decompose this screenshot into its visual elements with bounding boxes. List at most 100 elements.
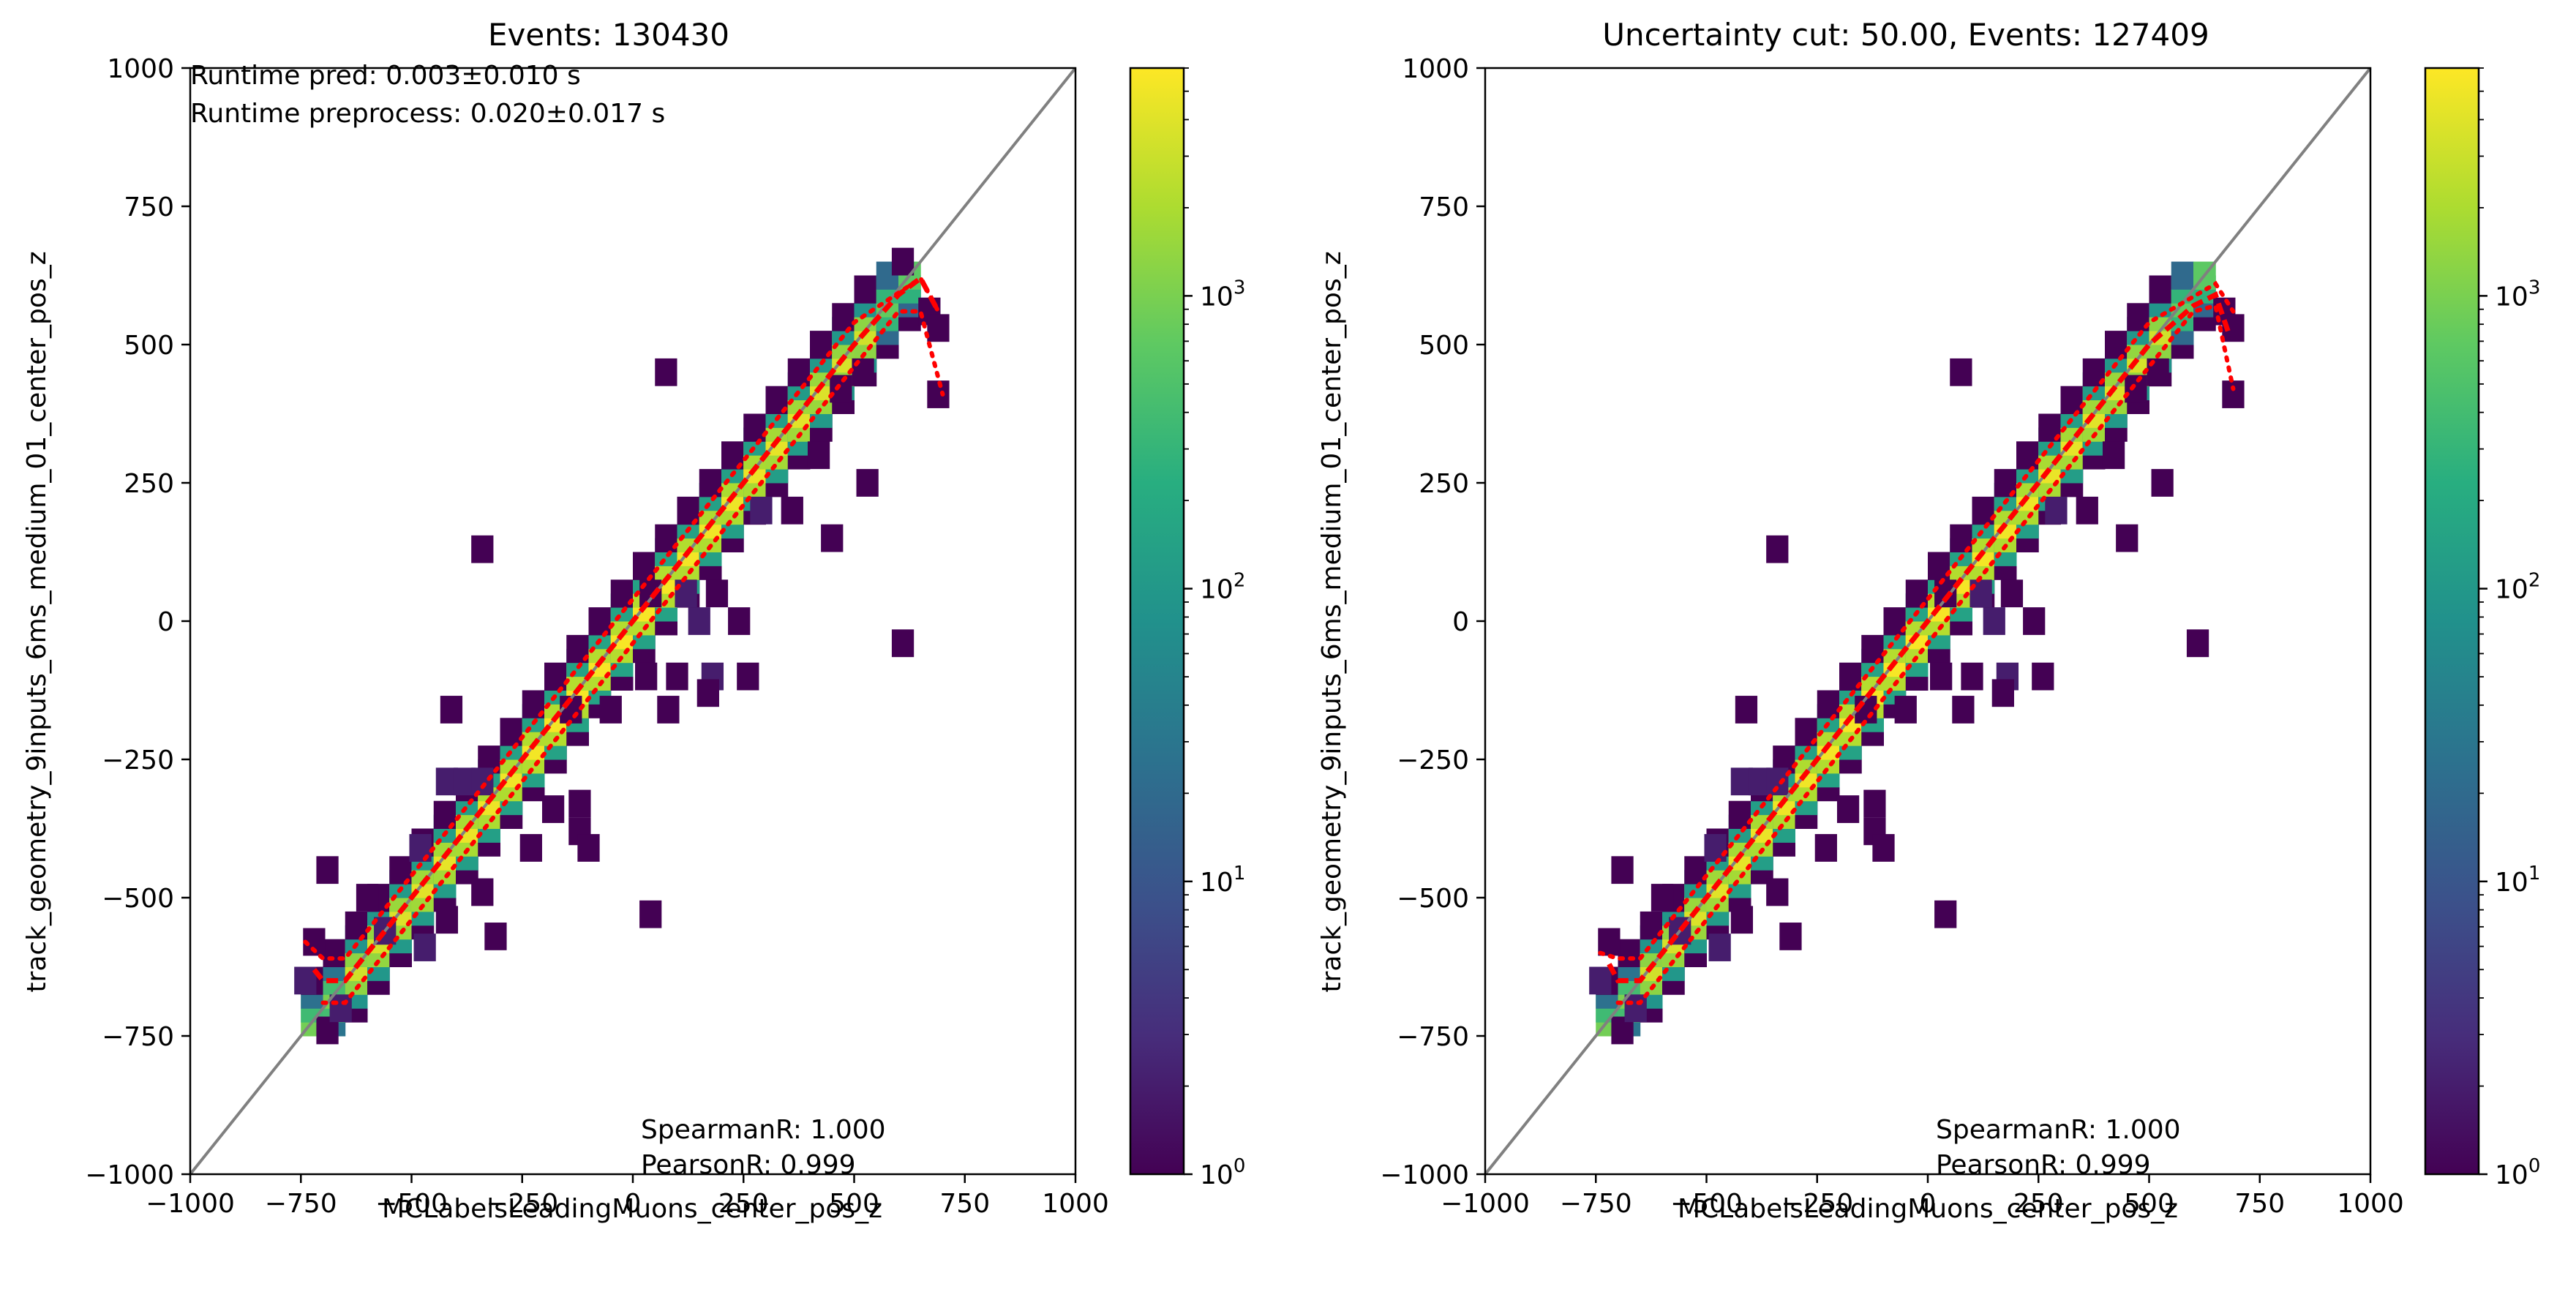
x-tick-label: 1000 [2337,1189,2404,1219]
outlier-bin [737,662,759,691]
y-tick-label: 0 [157,607,174,637]
outlier-bin [1836,795,1860,823]
left-annotation-runtime-preprocess: Runtime preprocess: 0.020±0.017 s [190,99,665,129]
heatmap-bin [1728,800,1751,829]
right-annotation-pearson: PearsonR: 0.999 [1936,1150,2151,1180]
outlier-bin [666,662,688,691]
outlier-bin [316,856,339,885]
outlier-bin [750,496,773,525]
x-tick-label: −750 [1560,1189,1632,1219]
outlier-bin [2222,380,2245,408]
right-y-axis-label: track_geometry_9inputs_6ms_medium_01_cen… [1317,251,1347,992]
outlier-bin [356,884,379,912]
outlier-bin [728,607,751,635]
y-tick-label: −750 [102,1022,174,1052]
heatmap-bin [1972,496,1995,525]
outlier-bin [705,579,729,608]
outlier-bin [1704,834,1727,862]
outlier-bin [657,696,680,724]
colorbar-tick-label: 101 [2495,863,2540,898]
heatmap-bin [854,275,877,304]
outlier-bin [471,535,494,563]
outlier-bin [639,900,662,928]
outlier-bin [1991,679,2014,707]
outlier-bin [1983,607,2005,635]
outlier-bin [1766,878,1789,906]
colorbar-tick-label: 101 [1200,863,1245,898]
heatmap-bin [323,939,346,967]
outlier-bin [413,934,436,961]
outlier-bin [1730,906,1754,934]
outlier-bin [471,878,494,906]
outlier-bin [655,358,677,386]
x-tick-label: 500 [2124,1189,2174,1219]
heatmap-bin [2016,441,2039,470]
outlier-bin [635,662,658,691]
heatmap-bin [787,358,811,387]
y-tick-label: 750 [124,192,174,222]
x-tick-label: −750 [265,1189,337,1219]
y-tick-label: 0 [1452,607,1469,637]
colorbar-tick-label: 103 [1200,277,1245,312]
colorbar-tick-label: 102 [2495,570,2540,605]
outlier-bin [2032,662,2054,691]
outlier-bin [2151,469,2174,497]
left-median-curve [312,274,941,983]
x-tick-label: −250 [1781,1189,1853,1219]
outlier-bin [688,607,710,635]
right-median-curve [1607,291,2231,983]
right-chart-title: Uncertainty cut: 50.00, Events: 127409 [1602,17,2209,53]
heatmap-bin [2171,261,2194,290]
outlier-bin [821,524,844,552]
outlier-bin [440,696,463,724]
heatmap-bin [2149,275,2172,304]
outlier-bin [1894,696,1917,724]
heatmap-bin [2060,386,2084,414]
outlier-bin [1735,696,1758,724]
colorbar-tick-label: 103 [2495,277,2540,312]
left-upper-quantile-curve [303,274,941,961]
y-tick-label: −1000 [85,1160,174,1190]
outlier-bin [1863,789,1886,818]
x-tick-label: −500 [1670,1189,1743,1219]
outlier-bin [1934,900,1957,928]
heatmap-bin [500,718,523,746]
outlier-bin [891,247,915,276]
x-tick-label: −1000 [146,1189,235,1219]
outlier-bin [891,629,915,658]
x-tick-label: 0 [1920,1189,1937,1219]
outlier-bin [1598,928,1621,956]
left-x-axis-label: MCLabelsLeadingMuons_center_pos_z [382,1194,882,1224]
outlier-bin [2102,441,2125,470]
y-tick-label: −250 [102,745,174,775]
x-tick-label: 750 [2234,1189,2285,1219]
y-tick-label: 1000 [107,54,174,84]
right-panel: Uncertainty cut: 50.00, Events: 127409 S… [1317,17,2540,1224]
left-annotation-spearman: SpearmanR: 1.000 [641,1115,886,1145]
y-tick-label: 1000 [1402,54,1469,84]
outlier-bin [2000,579,2024,608]
outlier-bin [1589,966,1612,995]
x-tick-label: 1000 [1042,1189,1109,1219]
x-tick-label: −1000 [1441,1189,1530,1219]
colorbar-tick-label: 100 [2495,1155,2540,1190]
outlier-bin [1961,662,1983,691]
outlier-bin [484,923,507,950]
outlier-bin [807,441,830,470]
right-x-axis-label: MCLabelsLeadingMuons_center_pos_z [1678,1194,2178,1224]
outlier-bin [1930,662,1953,691]
outlier-bin [568,789,591,818]
heatmap-bin [2105,331,2128,359]
outlier-bin [1708,934,1731,961]
y-tick-label: 250 [124,469,174,499]
x-tick-label: 250 [2013,1189,2064,1219]
y-tick-label: −500 [1397,884,1469,914]
outlier-bin [1766,767,1789,796]
left-chart-title: Events: 130430 [488,17,729,53]
y-tick-label: 750 [1419,192,1469,222]
outlier-bin [1766,535,1789,563]
right-lower-quantile-curve [1615,303,2236,1005]
outlier-bin [519,834,542,862]
heatmap-bin [1861,634,1884,664]
left-panel: Events: 130430 Runtime pred: 0.003±0.010… [22,17,1245,1224]
